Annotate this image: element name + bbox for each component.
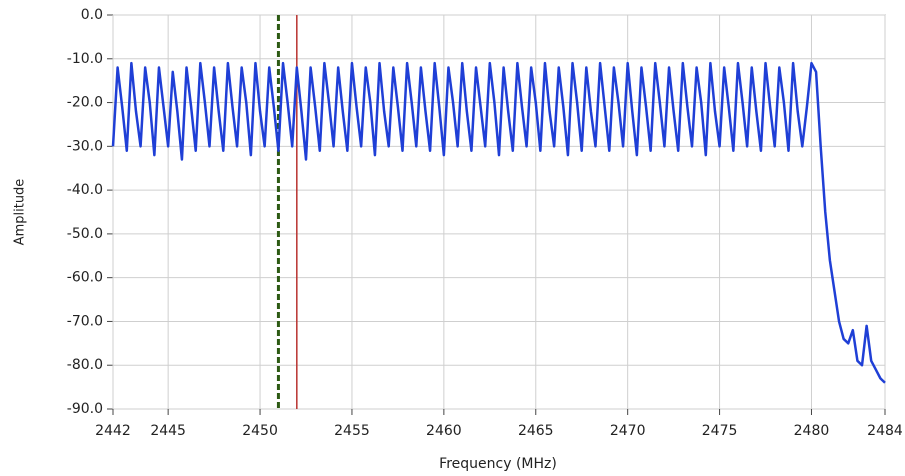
y-tick-label: -70.0 xyxy=(67,313,103,329)
y-axis-label: Amplitude xyxy=(13,179,28,246)
y-tick-label: 0.0 xyxy=(81,7,103,23)
x-tick-label: 2460 xyxy=(426,423,462,439)
y-tick-label: -80.0 xyxy=(67,357,103,373)
y-tick-label: -50.0 xyxy=(67,226,103,242)
x-tick-label: 2480 xyxy=(794,423,830,439)
x-tick-label: 2445 xyxy=(150,423,186,439)
x-axis-label: Frequency (MHz) xyxy=(439,456,557,472)
y-tick-label: -40.0 xyxy=(67,182,103,198)
x-tick-label: 2470 xyxy=(610,423,646,439)
y-tick-label: -20.0 xyxy=(67,95,103,111)
y-tick-label: -90.0 xyxy=(67,401,103,417)
x-tick-label: 2442 xyxy=(95,423,131,439)
y-tick-label: -10.0 xyxy=(67,51,103,67)
data-line xyxy=(111,61,886,384)
x-tick-label: 2455 xyxy=(334,423,370,439)
y-tick-label: -30.0 xyxy=(67,138,103,154)
x-tick-label: 2484 xyxy=(867,423,903,439)
x-tick-label: 2475 xyxy=(702,423,738,439)
x-tick-label: 2450 xyxy=(242,423,278,439)
x-tick-label: 2465 xyxy=(518,423,554,439)
y-tick-label: -60.0 xyxy=(67,270,103,286)
